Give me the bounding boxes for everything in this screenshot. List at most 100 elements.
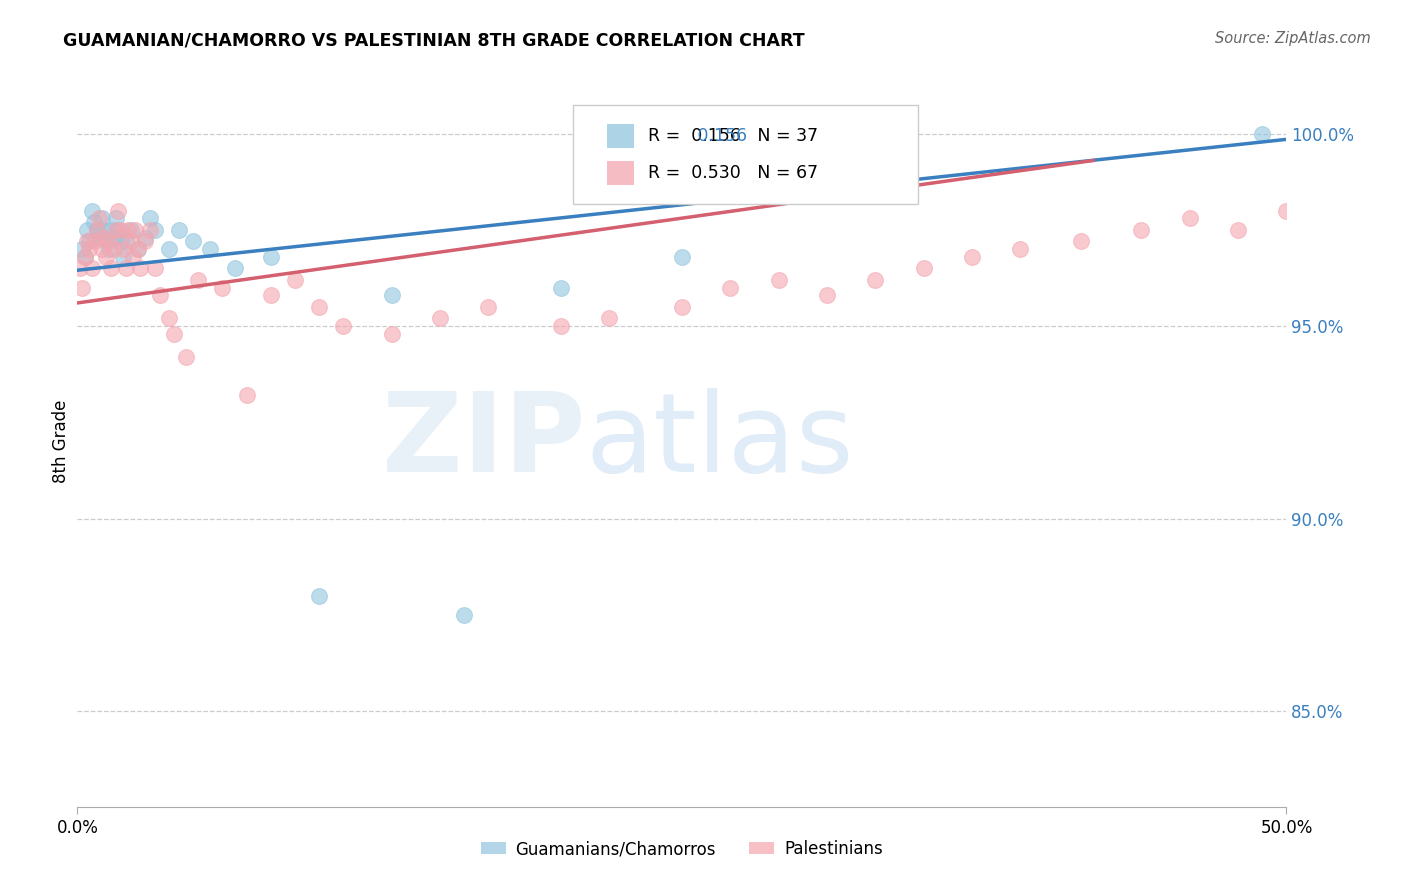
Point	[332, 319, 354, 334]
Point	[381, 288, 404, 302]
Point	[260, 250, 283, 264]
Point	[93, 230, 115, 244]
Point	[127, 242, 149, 256]
Text: Source: ZipAtlas.com: Source: ZipAtlas.com	[1215, 31, 1371, 46]
Point	[80, 203, 103, 218]
Point	[260, 288, 283, 302]
Point	[122, 250, 145, 264]
Point	[96, 235, 118, 249]
Point	[73, 250, 96, 264]
Point	[110, 223, 132, 237]
Point	[96, 250, 118, 264]
Point	[1275, 203, 1298, 218]
Point	[865, 273, 887, 287]
Point	[83, 235, 105, 249]
Point	[1227, 223, 1250, 237]
Text: atlas: atlas	[585, 388, 853, 495]
Point	[134, 235, 156, 249]
Point	[912, 261, 935, 276]
Point	[200, 242, 222, 256]
Point	[90, 211, 112, 226]
Text: R =  0.156   N = 37: R = 0.156 N = 37	[648, 127, 818, 145]
Y-axis label: 8th Grade: 8th Grade	[52, 400, 70, 483]
Point	[107, 203, 129, 218]
Point	[110, 235, 132, 249]
Point	[1010, 242, 1032, 256]
Point	[79, 235, 101, 249]
Point	[284, 273, 307, 287]
Point	[187, 273, 209, 287]
Point	[550, 319, 572, 334]
Point	[79, 242, 101, 256]
Point	[80, 261, 103, 276]
Point	[107, 223, 129, 237]
Point	[76, 223, 98, 237]
Text: R =  0.530   N = 67: R = 0.530 N = 67	[648, 164, 818, 182]
Point	[671, 250, 693, 264]
Point	[87, 211, 110, 226]
Point	[97, 235, 120, 249]
Point	[148, 288, 170, 302]
FancyBboxPatch shape	[607, 124, 634, 148]
Point	[114, 261, 136, 276]
Point	[174, 350, 197, 364]
Point	[120, 235, 142, 249]
Point	[163, 326, 186, 341]
Point	[598, 311, 620, 326]
Text: ZIP: ZIP	[382, 388, 585, 495]
Point	[112, 250, 135, 264]
Point	[1251, 127, 1274, 141]
Point	[97, 242, 120, 256]
Point	[127, 242, 149, 256]
Point	[308, 589, 330, 603]
Point	[1070, 235, 1092, 249]
Point	[117, 223, 139, 237]
Point	[1323, 195, 1346, 210]
Point	[718, 280, 741, 294]
Point	[69, 261, 91, 276]
Point	[1372, 184, 1395, 198]
Point	[76, 235, 98, 249]
Point	[114, 235, 136, 249]
Point	[139, 223, 162, 237]
Point	[93, 223, 115, 237]
Point	[235, 388, 257, 402]
Point	[103, 242, 125, 256]
Point	[105, 211, 128, 226]
Point	[157, 242, 180, 256]
Point	[429, 311, 451, 326]
Point	[768, 273, 790, 287]
Point	[308, 300, 330, 314]
Point	[550, 280, 572, 294]
Point	[129, 261, 152, 276]
Point	[381, 326, 404, 341]
Point	[143, 261, 166, 276]
FancyBboxPatch shape	[574, 105, 918, 204]
Point	[83, 215, 105, 229]
Point	[134, 230, 156, 244]
Point	[477, 300, 499, 314]
Point	[70, 280, 93, 294]
Point	[120, 223, 142, 237]
Point	[103, 230, 125, 244]
Point	[86, 223, 108, 237]
Point	[90, 242, 112, 256]
Point	[87, 230, 110, 244]
Point	[124, 223, 146, 237]
Point	[70, 242, 93, 256]
Point	[167, 223, 190, 237]
Point	[183, 235, 205, 249]
Point	[671, 300, 693, 314]
Point	[1178, 211, 1201, 226]
Point	[86, 223, 108, 237]
Text: 0.156: 0.156	[692, 127, 747, 145]
Point	[224, 261, 246, 276]
Point	[100, 261, 122, 276]
FancyBboxPatch shape	[607, 161, 634, 185]
Legend: Guamanians/Chamorros, Palestinians: Guamanians/Chamorros, Palestinians	[474, 833, 890, 864]
Point	[73, 250, 96, 264]
Point	[139, 211, 162, 226]
Point	[112, 242, 135, 256]
Point	[453, 607, 475, 622]
Point	[211, 280, 233, 294]
